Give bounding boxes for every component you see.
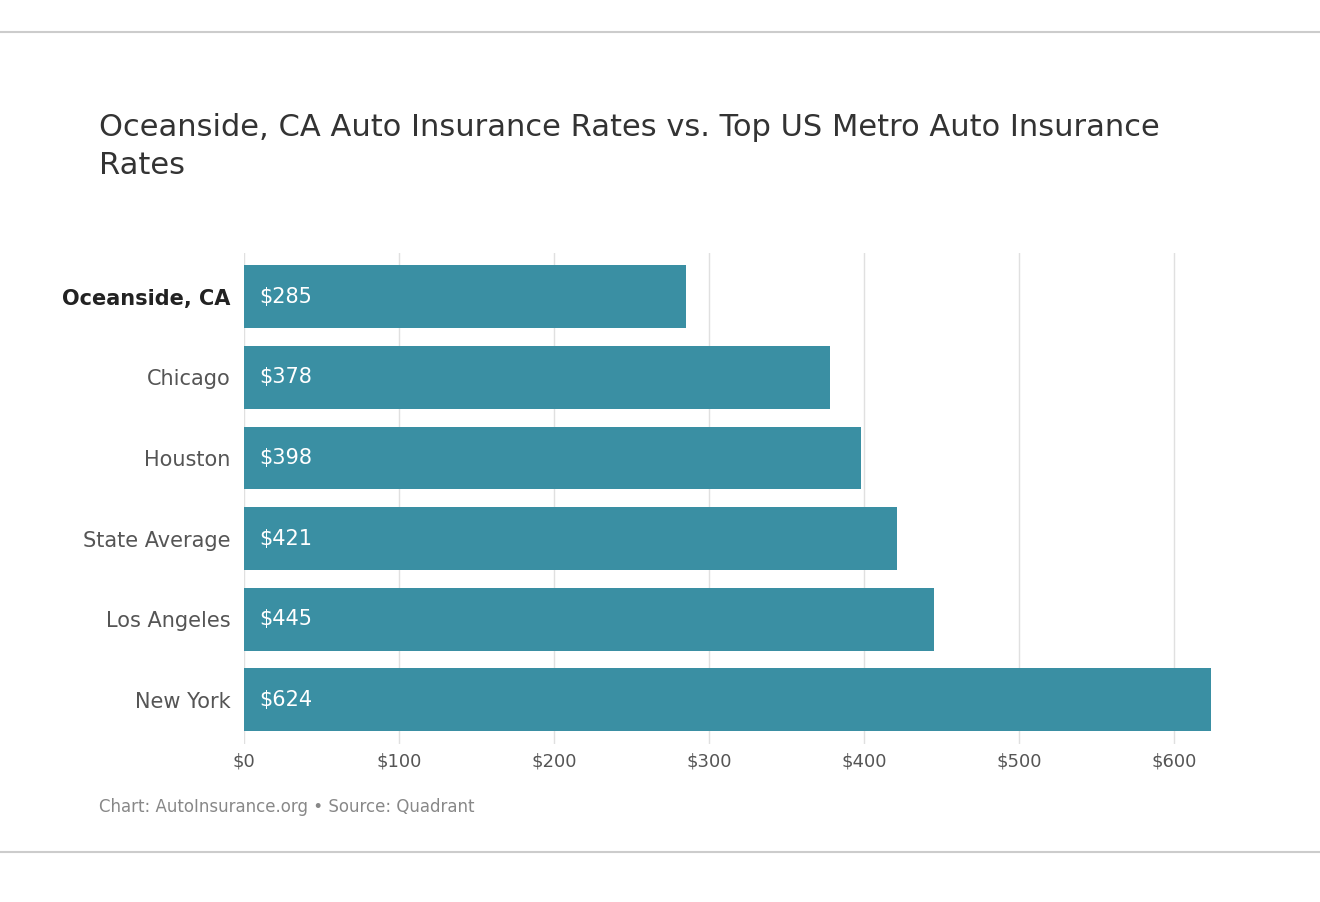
Bar (244, 668, 1212, 732)
Bar (244, 427, 861, 490)
Text: Oceanside, CA Auto Insurance Rates vs. Top US Metro Auto Insurance
Rates: Oceanside, CA Auto Insurance Rates vs. T… (99, 113, 1160, 180)
Text: $421: $421 (260, 529, 313, 548)
Bar (244, 346, 830, 409)
Bar (244, 507, 896, 570)
Bar (244, 588, 935, 650)
Text: $398: $398 (260, 448, 313, 468)
Text: $445: $445 (260, 609, 313, 630)
Text: Chart: AutoInsurance.org • Source: Quadrant: Chart: AutoInsurance.org • Source: Quadr… (99, 798, 474, 816)
Text: $378: $378 (260, 367, 313, 388)
Text: $285: $285 (260, 287, 313, 307)
Text: $624: $624 (260, 690, 313, 710)
Bar (244, 265, 686, 328)
